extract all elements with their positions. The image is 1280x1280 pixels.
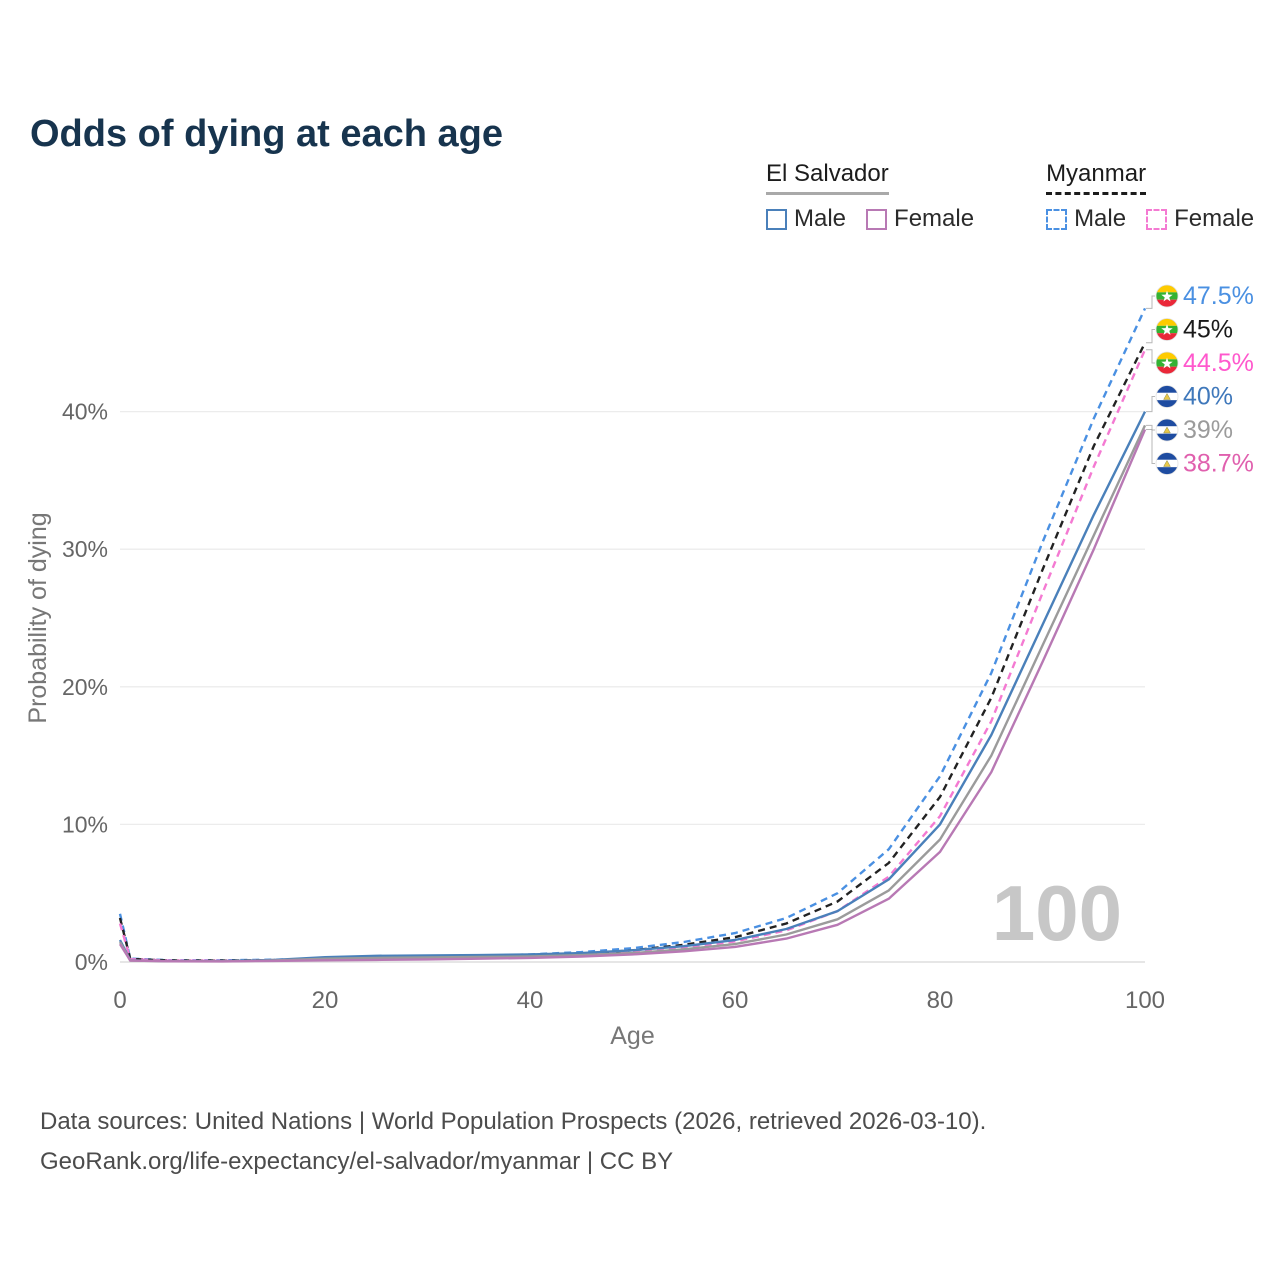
legend-heading-myanmar: Myanmar xyxy=(1046,160,1147,195)
leader-line xyxy=(1146,329,1155,344)
dashed-line-swatch-icon xyxy=(1046,208,1068,230)
x-tick-label: 20 xyxy=(312,987,339,1014)
end-value-label-myanmar-both: 45% xyxy=(1183,316,1233,344)
x-tick-label: 80 xyxy=(927,987,954,1014)
y-tick-label: 40% xyxy=(62,399,108,425)
leader-line xyxy=(1146,424,1155,431)
solid-line-swatch-icon xyxy=(766,208,787,230)
solid-line-swatch-icon xyxy=(866,208,888,230)
legend-label: Male xyxy=(794,205,847,232)
end-value-label-el-salvador-female: 38.7% xyxy=(1183,450,1254,478)
legend-heading-el-salvador: El Salvador xyxy=(766,160,889,195)
x-tick-label: 60 xyxy=(722,987,749,1014)
footer-data-sources: Data sources: United Nations | World Pop… xyxy=(40,1108,987,1135)
line-el-salvador-female xyxy=(118,429,1147,963)
leader-line xyxy=(1146,349,1155,364)
end-value-label-el-salvador-male: 40% xyxy=(1183,383,1233,411)
legend-item-myanmar-male[interactable]: Male xyxy=(1046,205,1126,233)
end-value-label-el-salvador-both: 39% xyxy=(1183,416,1233,444)
leader-line xyxy=(1146,429,1155,464)
leader-line xyxy=(1146,396,1155,413)
legend: El Salvador Male Female Myanmar Male xyxy=(766,160,1254,233)
x-axis-label: Age xyxy=(610,1022,654,1050)
legend-item-el-salvador-male[interactable]: Male xyxy=(766,205,846,233)
el-salvador-flag-icon xyxy=(1156,452,1178,475)
legend-group-el-salvador: El Salvador Male Female xyxy=(766,160,974,233)
myanmar-flag-icon xyxy=(1156,285,1178,307)
el-salvador-flag-icon xyxy=(1156,385,1178,408)
myanmar-flag-icon xyxy=(1156,318,1178,341)
legend-label: Male xyxy=(1074,205,1127,232)
legend-item-myanmar-female[interactable]: Female xyxy=(1146,205,1254,233)
y-tick-label: 0% xyxy=(75,949,108,975)
age-watermark: 100 xyxy=(992,869,1122,957)
end-value-label-myanmar-female: 44.5% xyxy=(1183,349,1254,377)
y-axis-label: Probability of dying xyxy=(24,512,52,723)
leader-line xyxy=(1146,295,1155,309)
page-title: Odds of dying at each age xyxy=(30,113,503,156)
legend-label: Female xyxy=(1174,205,1255,232)
line-myanmar-both xyxy=(118,342,1147,962)
footer-attribution: GeoRank.org/life-expectancy/el-salvador/… xyxy=(40,1148,674,1175)
el-salvador-flag-icon xyxy=(1156,419,1178,441)
y-tick-label: 30% xyxy=(62,536,108,562)
legend-item-el-salvador-female[interactable]: Female xyxy=(866,205,974,233)
dashed-line-swatch-icon xyxy=(1146,208,1168,230)
myanmar-flag-icon xyxy=(1156,352,1178,374)
y-tick-label: 20% xyxy=(62,674,108,700)
end-value-label-myanmar-male: 47.5% xyxy=(1183,282,1254,310)
legend-label: Female xyxy=(894,205,975,232)
line-myanmar-male xyxy=(118,307,1147,962)
legend-group-myanmar: Myanmar Male Female xyxy=(1046,160,1254,233)
x-tick-label: 100 xyxy=(1125,987,1165,1014)
y-tick-label: 10% xyxy=(62,811,108,837)
x-tick-label: 40 xyxy=(517,987,544,1014)
x-tick-label: 0 xyxy=(113,987,126,1014)
